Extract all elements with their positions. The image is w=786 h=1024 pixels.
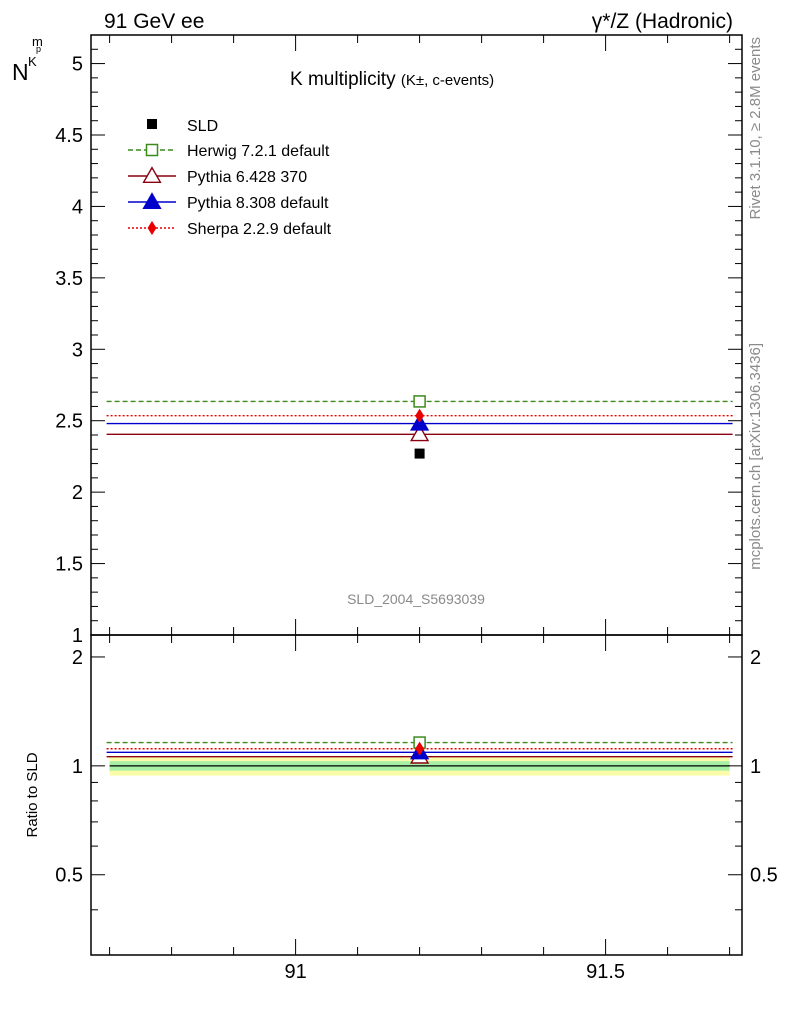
plot-title-suffix: (K±, c-events) [401, 72, 494, 89]
ratio-plot-frame [90, 634, 743, 956]
side-text-top: Rivet 3.1.10, ≥ 2.8M events [747, 37, 764, 220]
analysis-id: SLD_2004_S5693039 [347, 591, 485, 607]
x-tick-label: 91 [284, 961, 306, 983]
series-markers [409, 395, 430, 764]
data-point-sld [414, 448, 425, 459]
y-tick-label-main: 4.5 [55, 125, 83, 147]
y-tick-label-main: 3 [72, 339, 83, 361]
y-tick-label-main: 4 [72, 196, 83, 218]
legend-marker-0 [145, 143, 159, 157]
main-ylabel-k: K [28, 54, 37, 69]
y-tick-label-main: 3.5 [55, 268, 83, 290]
y-tick-label-ratio-left: 2 [72, 647, 83, 669]
legend-label-2: Pythia 8.308 default [187, 195, 329, 212]
ratio-ylabel: Ratio to SLD [24, 752, 41, 837]
legend-marker-sld [147, 119, 157, 129]
series-marker-main-3 [415, 408, 424, 423]
y-tick-label-ratio-right: 0.5 [750, 865, 778, 887]
plot-title: K multiplicity (K±, c-events) [290, 69, 494, 90]
y-tick-label-main: 2.5 [55, 411, 83, 433]
legend-marker-3 [147, 220, 157, 236]
legend-label-0: Herwig 7.2.1 default [187, 143, 330, 160]
y-tick-label-ratio-left: 1 [72, 756, 83, 778]
y-tick-label-ratio-left: 0.5 [55, 865, 83, 887]
series-marker-main-1 [409, 424, 430, 442]
y-tick-label-main: 5 [72, 54, 83, 76]
header-right-label: γ*/Z (Hadronic) [592, 10, 733, 33]
plot-title-main: K multiplicity (K±, c-events) [290, 69, 494, 90]
y-tick-label-ratio-right: 2 [750, 647, 761, 669]
legend: SLD Herwig 7.2.1 default Pythia 6.428 370 P… [128, 118, 332, 238]
main-ylabel: N K p m [12, 34, 43, 85]
x-tick-label: 91.5 [586, 961, 625, 983]
plot-title-text: K multiplicity [290, 69, 396, 90]
y-tick-label-ratio-right: 1 [750, 756, 761, 778]
main-ylabel-n: N [12, 59, 29, 85]
series-marker-ratio-3 [415, 741, 424, 756]
y-tick-label-main: 2 [72, 482, 83, 504]
header-left-label: 91 GeV ee [104, 10, 204, 33]
legend-marker-1 [142, 166, 162, 184]
main-ylabel-m: m [32, 34, 43, 49]
axis-ticks: 91 91.511.522.533.544.550.5 0.51 12 2 [55, 34, 778, 983]
ratio-bands [109, 756, 730, 776]
main-ylabel-p: p [36, 44, 41, 54]
y-tick-label-main: 1.5 [55, 554, 83, 576]
legend-marker-2 [142, 192, 162, 210]
legend-label-3: Sherpa 2.2.9 default [187, 221, 332, 238]
y-tick-label-main: 1 [72, 625, 83, 647]
series-marker-main-0 [413, 395, 426, 408]
side-text-bottom: mcplots.cern.ch [arXiv:1306.3436] [747, 343, 764, 570]
legend-label-1: Pythia 6.428 370 [187, 169, 307, 186]
legend-label-sld: SLD [187, 118, 218, 135]
